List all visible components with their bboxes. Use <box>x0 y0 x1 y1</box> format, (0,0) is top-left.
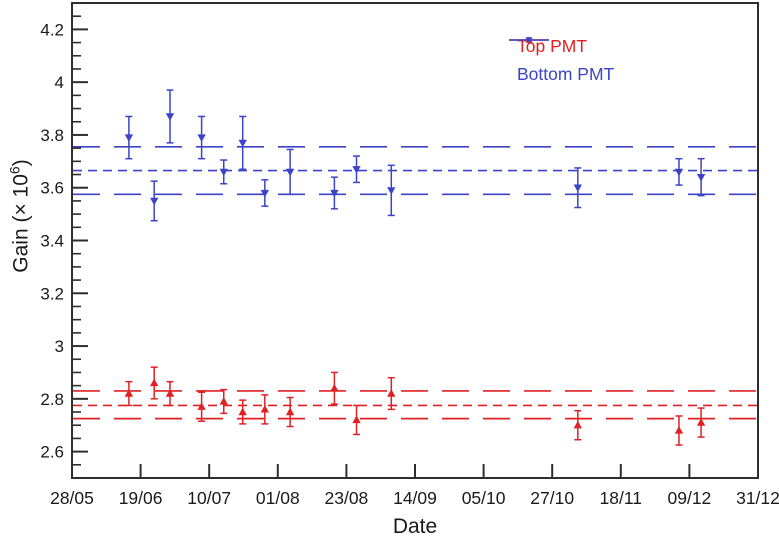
y-axis-title: Gain (× 106) <box>7 159 34 272</box>
x-tick-label: 05/10 <box>462 488 506 508</box>
top-pmt-marker <box>197 402 206 410</box>
top-pmt-marker <box>285 407 295 416</box>
top-pmt-marker <box>219 397 228 405</box>
bottom-pmt-marker <box>197 134 206 142</box>
legend-marker-shape <box>525 37 533 44</box>
bottom-pmt-marker <box>260 189 270 198</box>
y-tick-label: 4.2 <box>40 20 64 39</box>
x-tick-label: 09/12 <box>668 488 712 508</box>
bottom-pmt-marker <box>150 197 159 206</box>
bottom-pmt-marker <box>696 173 706 182</box>
x-tick-label: 18/11 <box>600 488 643 508</box>
y-tick-label: 3.4 <box>40 232 64 251</box>
legend-label-bottom-pmt: Bottom PMT <box>517 63 615 84</box>
bottom-pmt-legend-marker-icon <box>509 37 549 44</box>
top-pmt-marker <box>352 415 361 424</box>
top-pmt-marker <box>573 420 582 429</box>
top-pmt-marker <box>330 383 339 392</box>
x-tick-label: 19/06 <box>119 488 163 508</box>
bottom-pmt-marker <box>219 168 228 177</box>
y-tick-label: 3 <box>55 337 64 356</box>
top-pmt-marker <box>696 418 706 426</box>
x-tick-label: 28/05 <box>50 488 94 508</box>
y-axis-title-exponent: 6 <box>6 166 23 175</box>
top-pmt-marker <box>387 389 396 397</box>
bottom-pmt-marker <box>285 168 295 177</box>
y-tick-label: 2.6 <box>40 443 64 462</box>
bottom-pmt-marker <box>330 189 339 198</box>
x-tick-label: 23/08 <box>325 488 369 508</box>
bottom-pmt-marker <box>165 113 175 121</box>
y-axis-title-text: Gain (× 10 <box>9 174 33 273</box>
y-tick-label: 2.8 <box>40 390 64 409</box>
x-tick-label: 14/09 <box>393 488 437 508</box>
x-tick-label: 10/07 <box>187 488 231 508</box>
top-pmt-marker <box>165 389 175 397</box>
legend-item-bottom-pmt: Bottom PMT <box>508 37 615 88</box>
y-tick-label: 3.8 <box>40 126 64 145</box>
legend: Top PMT Bottom PMT <box>508 32 614 88</box>
top-pmt-marker <box>674 426 684 434</box>
bottom-pmt-marker <box>352 166 361 174</box>
bottom-pmt-marker <box>674 168 684 177</box>
x-axis-title: Date <box>392 515 438 538</box>
y-tick-label: 3.2 <box>40 284 64 303</box>
bottom-pmt-marker <box>573 184 582 193</box>
top-pmt-marker <box>238 407 247 416</box>
x-tick-label: 01/08 <box>256 488 300 508</box>
y-tick-label: 3.6 <box>40 179 64 198</box>
x-tick-label: 31/12 <box>736 488 779 508</box>
y-tick-label: 4 <box>55 73 64 92</box>
bottom-pmt-marker <box>387 187 396 195</box>
top-pmt-marker <box>150 378 159 387</box>
bottom-pmt-marker <box>238 139 247 148</box>
plot-frame <box>71 2 759 479</box>
bottom-pmt-marker <box>124 134 134 142</box>
x-tick-label: 27/10 <box>530 488 574 508</box>
top-pmt-marker <box>260 404 270 413</box>
y-axis-title-close: ) <box>9 159 33 167</box>
top-pmt-marker <box>124 389 134 397</box>
